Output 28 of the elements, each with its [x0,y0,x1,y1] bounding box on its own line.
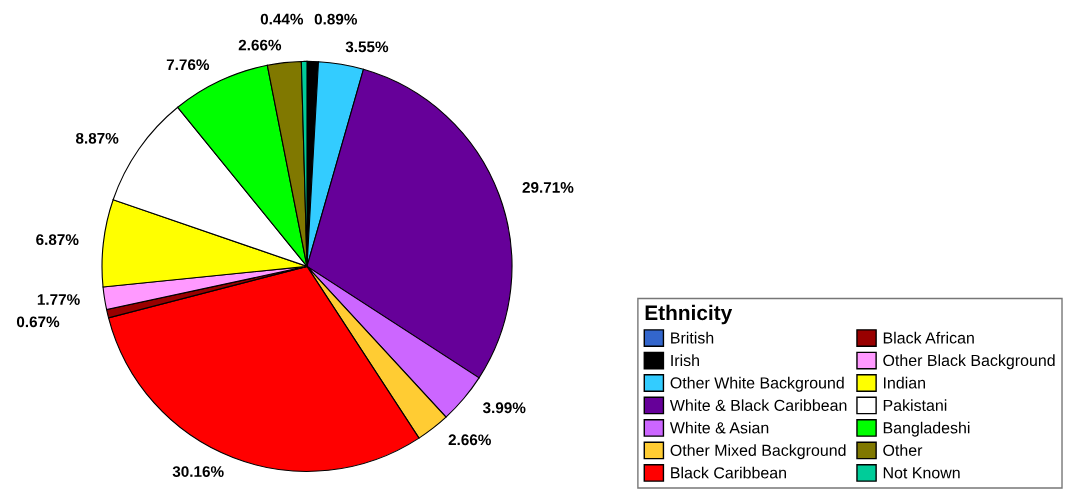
legend-label: British [671,331,714,344]
data-label: 1.77% [37,294,80,305]
legend-title: Ethnicity [645,304,733,325]
legend-label: Irish [671,354,699,367]
data-label: 3.99% [482,402,526,414]
legend-label: Other Black Background [883,354,1055,370]
legend-label: Other Mixed Background [670,444,846,460]
legend-label: Pakistani [883,399,947,412]
legend-label: White & Black Caribbean [669,399,847,412]
legend-label: Other [883,444,923,456]
data-label: 3.55% [345,41,389,53]
data-label: 6.87% [36,234,79,246]
legend-label: Not Known [883,467,960,479]
data-label: 30.16% [172,466,224,477]
data-label: 0.44% [260,13,304,25]
data-label: 7.76% [166,59,210,71]
data-label: 0.89% [314,13,358,25]
data-label: 0.67% [16,316,60,328]
legend-label: Bangladeshi [883,421,970,437]
data-label: 8.87% [75,132,119,144]
legend-label: Black African [883,331,974,344]
legend-label: Indian [883,376,925,389]
legend-label: Black Caribbean [671,466,786,479]
legend-label: White & Asian [669,421,769,434]
legend-label: Other White Background [670,376,844,392]
data-label: 29.71% [522,182,574,193]
data-label: 2.66% [238,39,282,51]
data-label: 2.66% [448,434,491,446]
